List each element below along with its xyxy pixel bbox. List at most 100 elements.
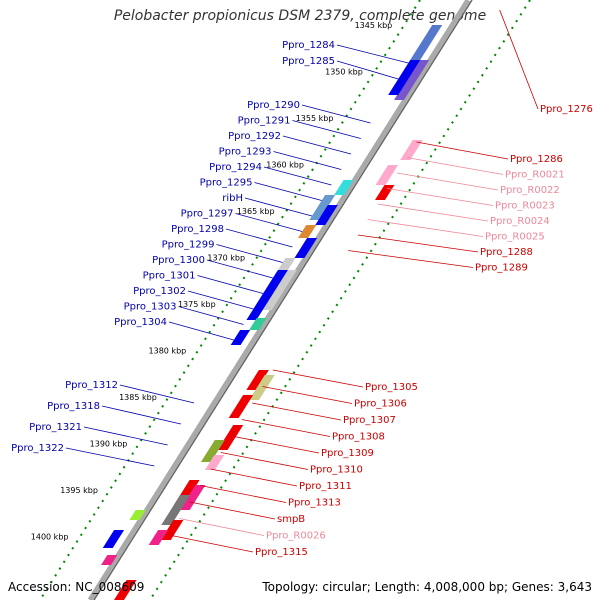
right-gene-label[interactable]: Ppro_1276 <box>540 104 593 115</box>
gene-block[interactable] <box>228 395 254 418</box>
left-gene-label[interactable]: Ppro_1290 <box>247 100 300 111</box>
tick-label: 1350 kbp <box>325 68 363 77</box>
right-gene-label[interactable]: Ppro_R0022 <box>500 185 560 196</box>
topology-text: Topology: circular; Length: 4,008,000 bp… <box>262 580 592 594</box>
gene-block[interactable] <box>334 180 354 195</box>
gene-block[interactable] <box>160 520 184 540</box>
gene-block[interactable] <box>230 330 251 345</box>
right-gene-label[interactable]: Ppro_1310 <box>310 465 363 476</box>
right-leader-line <box>396 172 499 191</box>
gene-block[interactable] <box>217 425 244 450</box>
right-leader-line <box>499 9 539 110</box>
left-gene-label[interactable]: Ppro_1295 <box>200 178 253 189</box>
left-leader-line <box>235 213 303 232</box>
right-gene-label[interactable]: Ppro_1305 <box>365 382 418 393</box>
right-gene-label[interactable]: Ppro_R0023 <box>495 201 555 212</box>
gene-block[interactable] <box>246 270 288 320</box>
left-gene-label[interactable]: Ppro_1298 <box>171 224 224 235</box>
left-gene-label[interactable]: Ppro_1321 <box>29 422 82 433</box>
gene-block[interactable] <box>375 185 395 200</box>
accession-text: Accession: NC_008609 <box>8 580 145 594</box>
right-gene-label[interactable]: Ppro_R0024 <box>490 216 550 227</box>
left-gene-label[interactable]: Ppro_1304 <box>114 317 167 328</box>
left-gene-label[interactable]: Ppro_1322 <box>11 443 64 454</box>
gene-block[interactable] <box>148 530 169 545</box>
right-gene-label[interactable]: Ppro_R0021 <box>505 170 565 181</box>
gene-block[interactable] <box>315 205 338 225</box>
left-gene-label[interactable]: Ppro_1303 <box>124 302 177 313</box>
left-leader-line <box>168 321 234 341</box>
right-gene-label[interactable]: Ppro_1309 <box>321 448 374 459</box>
left-gene-label[interactable]: Ppro_1318 <box>47 401 100 412</box>
gene-block[interactable] <box>400 140 423 160</box>
gene-block[interactable] <box>161 495 191 525</box>
left-leader-line <box>282 135 352 155</box>
gene-block[interactable] <box>249 318 267 330</box>
left-gene-label[interactable]: Ppro_1294 <box>209 162 262 173</box>
left-leader-line <box>273 151 342 170</box>
gene-block[interactable] <box>179 485 206 510</box>
left-gene-label[interactable]: Ppro_1293 <box>219 147 272 158</box>
right-gene-label[interactable]: Ppro_1289 <box>475 263 528 274</box>
gene-block[interactable] <box>298 225 317 238</box>
left-gene-label[interactable]: Ppro_1312 <box>65 380 118 391</box>
label-leaders <box>65 9 539 553</box>
right-gene-label[interactable]: Ppro_1286 <box>510 154 563 165</box>
right-gene-label[interactable]: Ppro_1308 <box>332 432 385 443</box>
left-gene-label[interactable]: Ppro_1292 <box>228 131 281 142</box>
gene-block[interactable] <box>388 60 421 95</box>
left-leader-line <box>292 120 361 139</box>
left-gene-label[interactable]: Ppro_1284 <box>282 40 335 51</box>
gene-block[interactable] <box>294 238 318 258</box>
gene-block[interactable] <box>394 60 430 100</box>
left-gene-label[interactable]: Ppro_1297 <box>181 209 234 220</box>
right-gene-label[interactable]: Ppro_1307 <box>343 415 396 426</box>
left-gene-label[interactable]: Ppro_1291 <box>238 116 291 127</box>
right-gene-label[interactable]: Ppro_1315 <box>255 547 308 558</box>
gene-block[interactable] <box>410 25 443 60</box>
right-gene-label[interactable]: Ppro_1288 <box>480 247 533 258</box>
right-leader-line <box>231 435 320 454</box>
left-leader-line <box>336 60 399 80</box>
tick-label: 1360 kbp <box>266 161 304 170</box>
left-leader-line <box>254 182 322 201</box>
map-title: Pelobacter propionicus DSM 2379, complet… <box>113 8 487 24</box>
gene-block[interactable] <box>309 195 336 220</box>
tick-label: 1385 kbp <box>119 393 157 402</box>
right-gene-label[interactable]: Ppro_1313 <box>288 498 341 509</box>
gene-block[interactable] <box>200 440 225 462</box>
gene-block[interactable] <box>101 555 118 565</box>
left-gene-label[interactable]: Ppro_1285 <box>282 56 335 67</box>
left-leader-line <box>178 306 244 325</box>
gene-block[interactable] <box>114 580 137 600</box>
right-gene-label[interactable]: Ppro_1306 <box>354 399 407 410</box>
right-leader-line <box>189 501 276 520</box>
right-gene-label[interactable]: Ppro_R0026 <box>266 531 326 542</box>
gene-block[interactable] <box>246 370 269 390</box>
gene-block[interactable] <box>129 510 146 520</box>
gene-tracks <box>101 25 443 600</box>
gene-block[interactable] <box>375 165 399 185</box>
right-gene-label[interactable]: Ppro_R0025 <box>485 232 545 243</box>
tick-label: 1365 kbp <box>237 207 275 216</box>
right-leader-line <box>179 518 265 536</box>
gene-block[interactable] <box>261 270 297 310</box>
left-gene-label[interactable]: Ppro_1302 <box>133 286 186 297</box>
left-leader-line <box>225 228 293 248</box>
right-leader-line <box>348 250 474 268</box>
left-gene-label[interactable]: Ppro_1301 <box>143 271 196 282</box>
gene-block[interactable] <box>249 375 275 400</box>
right-leader-line <box>377 203 489 222</box>
right-leader-line <box>406 157 504 175</box>
tick-label: 1395 kbp <box>60 486 98 495</box>
left-gene-label[interactable]: Ppro_1300 <box>152 255 205 266</box>
right-gene-label[interactable]: smpB <box>277 514 305 525</box>
gene-block[interactable] <box>204 455 225 470</box>
gene-block[interactable] <box>102 530 125 548</box>
right-leader-line <box>387 188 494 206</box>
gene-block[interactable] <box>277 258 296 270</box>
right-gene-label[interactable]: Ppro_1311 <box>299 481 352 492</box>
left-gene-label[interactable]: Ppro_1299 <box>162 240 215 251</box>
left-gene-label[interactable]: ribH <box>222 193 243 204</box>
